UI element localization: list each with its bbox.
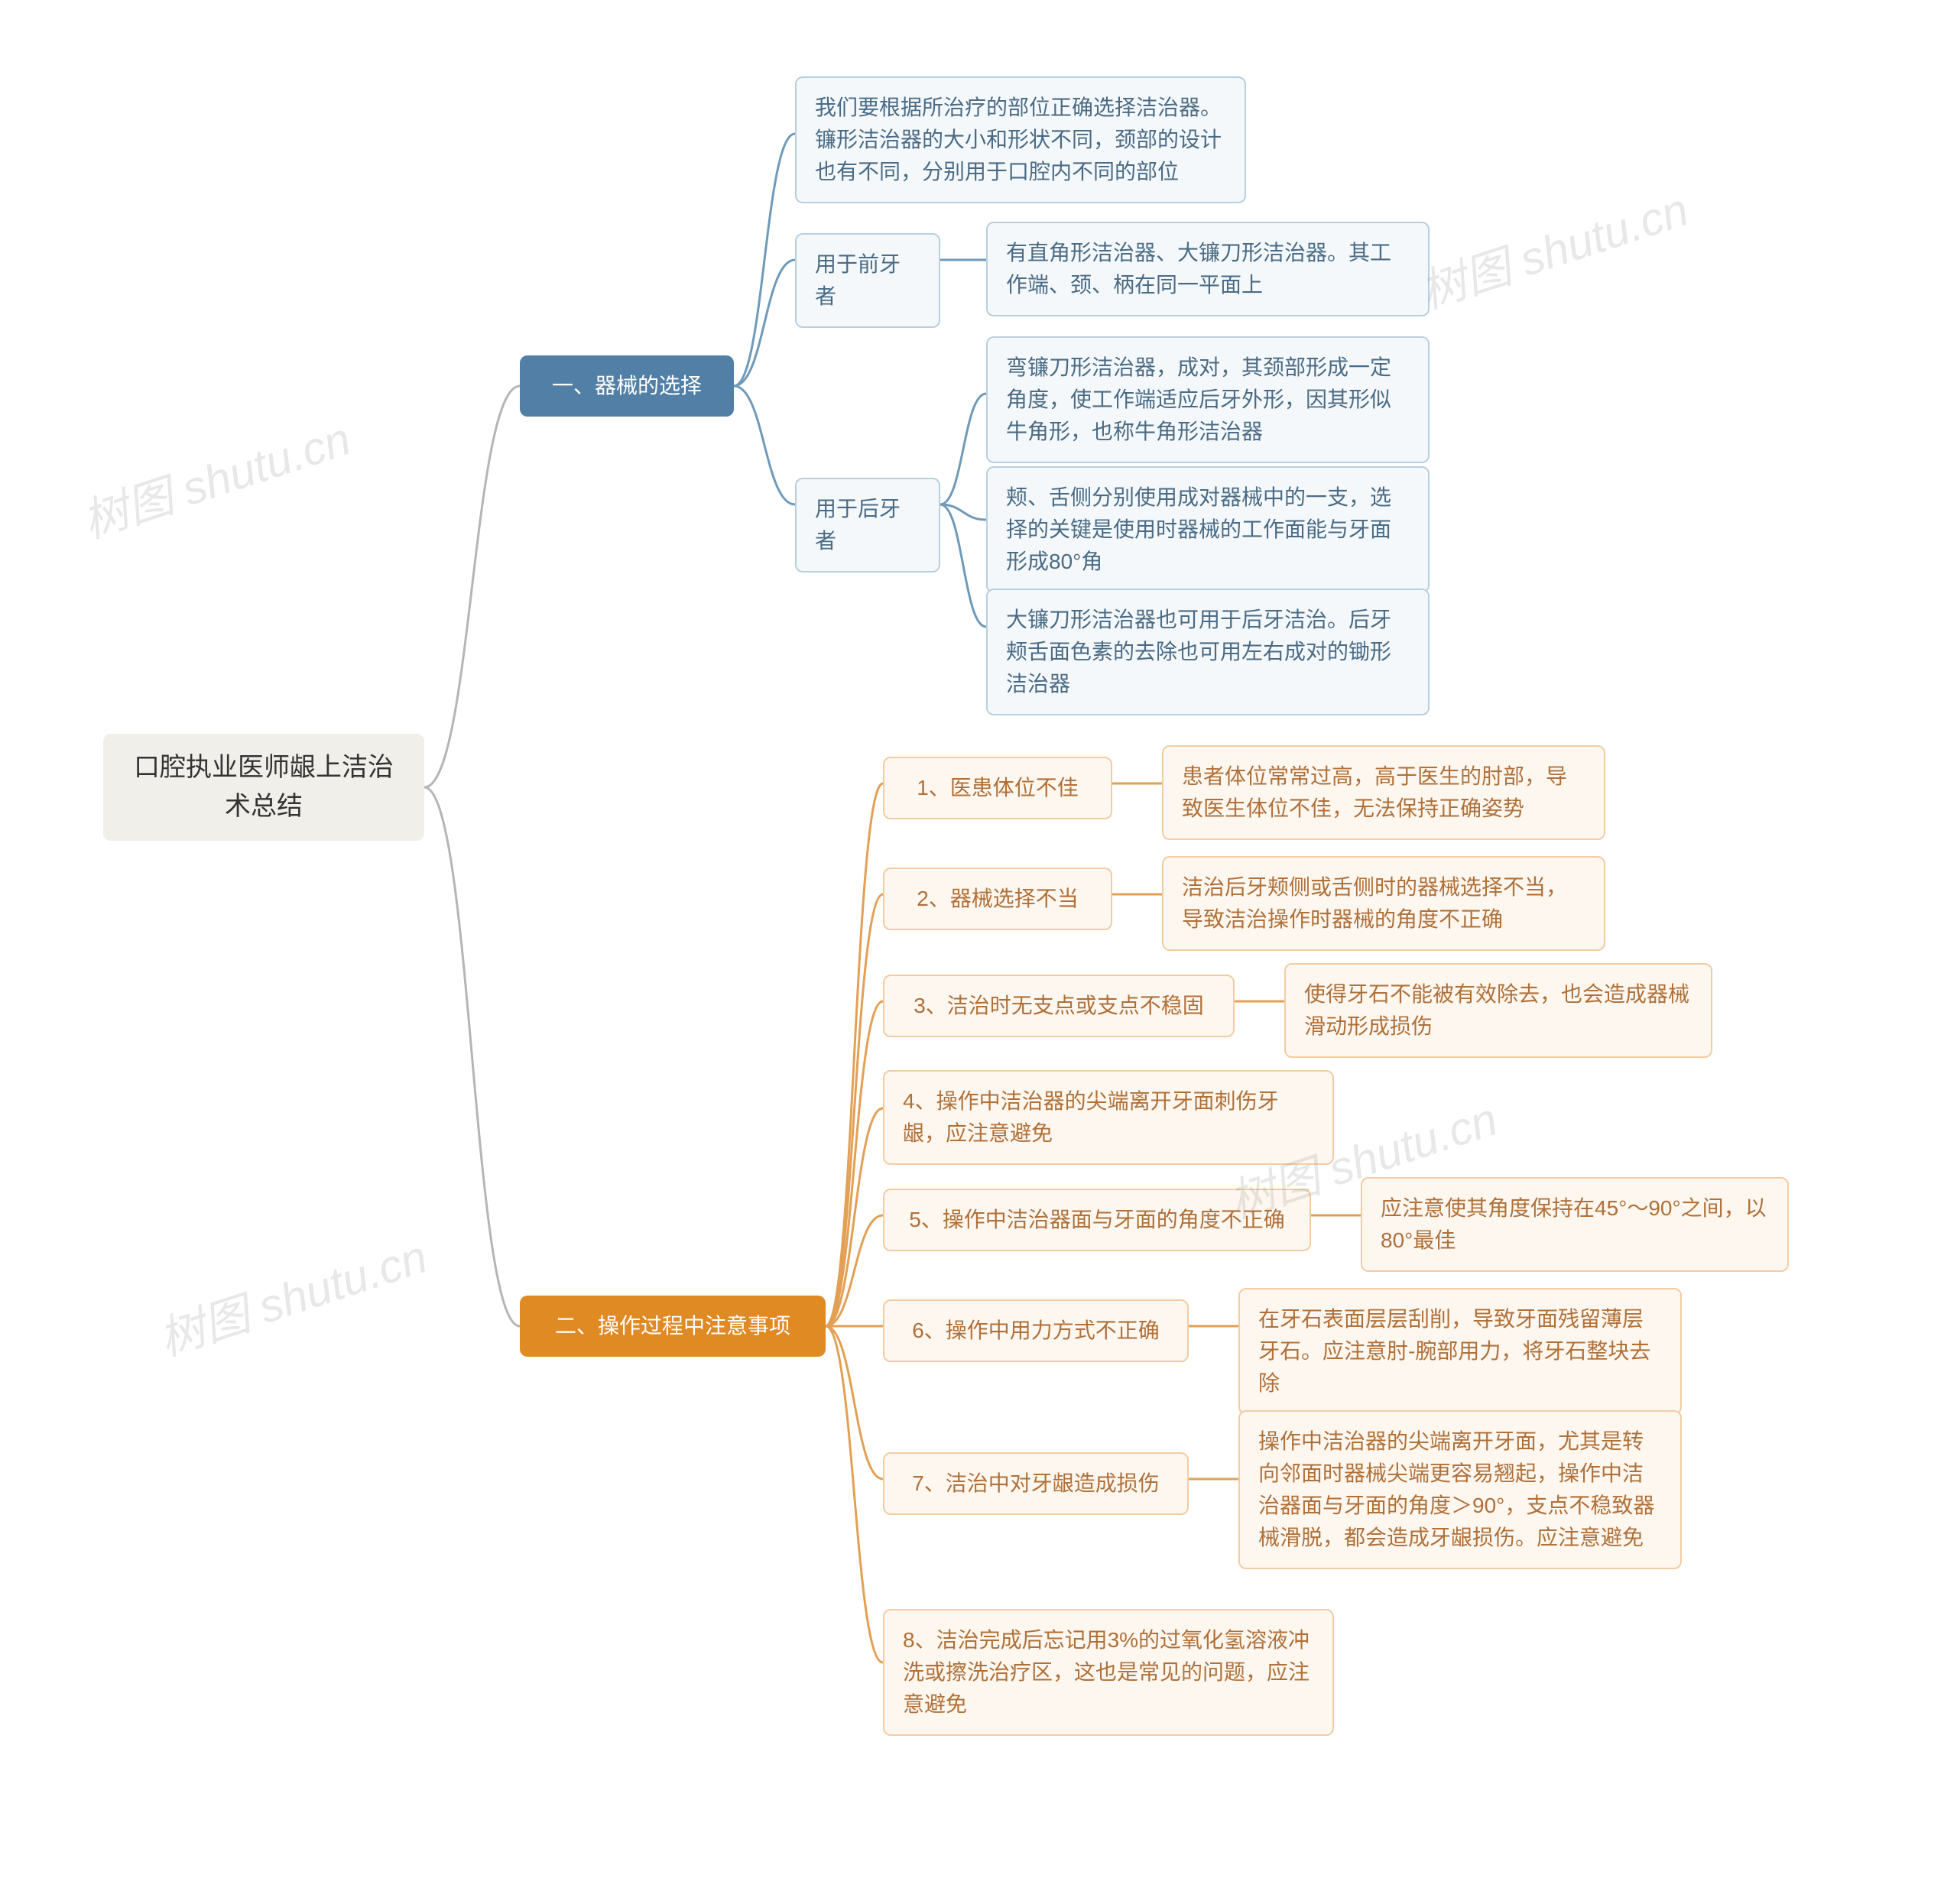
node-text-s1: 一、器械的选择 bbox=[552, 370, 702, 402]
node-root: 口腔执业医师龈上洁治术总结 bbox=[103, 734, 424, 841]
node-s2n4: 4、操作中洁治器的尖端离开牙面刺伤牙龈，应注意避免 bbox=[883, 1070, 1334, 1165]
node-s1n3b: 颊、舌侧分别使用成对器械中的一支，选择的关键是使用时器械的工作面能与牙面形成80… bbox=[986, 466, 1430, 593]
node-text-s1n3: 用于后牙者 bbox=[815, 493, 920, 557]
node-text-s1n2: 用于前牙者 bbox=[815, 248, 920, 313]
edge-s1n3-s1n3c bbox=[940, 504, 986, 627]
node-s2n5: 5、操作中洁治器面与牙面的角度不正确 bbox=[883, 1189, 1311, 1251]
edge-s2-s2n2 bbox=[826, 894, 883, 1326]
edge-s1-s1n1 bbox=[734, 134, 795, 386]
node-text-s1n1: 我们要根据所治疗的部位正确选择洁治器。镰形洁治器的大小和形状不同，颈部的设计也有… bbox=[815, 92, 1226, 188]
node-text-s2n5: 5、操作中洁治器面与牙面的角度不正确 bbox=[909, 1204, 1285, 1236]
node-s1n2a: 有直角形洁治器、大镰刀形洁治器。其工作端、颈、柄在同一平面上 bbox=[986, 222, 1430, 316]
node-s1n3: 用于后牙者 bbox=[795, 478, 940, 572]
node-text-s2n2: 2、器械选择不当 bbox=[917, 883, 1079, 915]
node-text-s2n5a: 应注意使其角度保持在45°～90°之间，以80°最佳 bbox=[1381, 1192, 1769, 1257]
node-s2n3a: 使得牙石不能被有效除去，也会造成器械滑动形成损伤 bbox=[1284, 963, 1712, 1058]
node-s2n1: 1、医患体位不佳 bbox=[883, 757, 1112, 819]
edge-root-s1 bbox=[424, 386, 520, 787]
node-text-s2n8: 8、洁治完成后忘记用3%的过氧化氢溶液冲洗或擦洗治疗区，这也是常见的问题，应注意… bbox=[903, 1624, 1314, 1721]
node-s1n1: 我们要根据所治疗的部位正确选择洁治器。镰形洁治器的大小和形状不同，颈部的设计也有… bbox=[795, 76, 1246, 203]
node-text-s2n7: 7、洁治中对牙龈造成损伤 bbox=[912, 1468, 1160, 1500]
node-s2n7a: 操作中洁治器的尖端离开牙面，尤其是转向邻面时器械尖端更容易翘起，操作中洁治器面与… bbox=[1238, 1410, 1682, 1569]
node-s1n3c: 大镰刀形洁治器也可用于后牙洁治。后牙颊舌面色素的去除也可用左右成对的锄形洁治器 bbox=[986, 589, 1430, 715]
node-s2n6: 6、操作中用力方式不正确 bbox=[883, 1299, 1189, 1362]
node-s2n2: 2、器械选择不当 bbox=[883, 868, 1112, 930]
node-text-s2n4: 4、操作中洁治器的尖端离开牙面刺伤牙龈，应注意避免 bbox=[903, 1085, 1314, 1150]
edge-s1n3-s1n3a bbox=[940, 394, 986, 504]
node-text-s2n1: 1、医患体位不佳 bbox=[917, 772, 1079, 804]
node-s2n6a: 在牙石表面层层刮削，导致牙面残留薄层牙石。应注意肘-腕部用力，将牙石整块去除 bbox=[1238, 1288, 1682, 1415]
node-s2: 二、操作过程中注意事项 bbox=[520, 1296, 826, 1357]
edge-s2-s2n8 bbox=[826, 1326, 883, 1662]
node-text-s1n3b: 颊、舌侧分别使用成对器械中的一支，选择的关键是使用时器械的工作面能与牙面形成80… bbox=[1006, 482, 1410, 578]
node-text-s1n3c: 大镰刀形洁治器也可用于后牙洁治。后牙颊舌面色素的去除也可用左右成对的锄形洁治器 bbox=[1006, 604, 1410, 700]
edge-s2-s2n1 bbox=[826, 783, 883, 1326]
node-text-s2n3a: 使得牙石不能被有效除去，也会造成器械滑动形成损伤 bbox=[1304, 978, 1692, 1043]
node-s2n2a: 洁治后牙颊侧或舌侧时的器械选择不当，导致洁治操作时器械的角度不正确 bbox=[1162, 856, 1605, 951]
node-s1: 一、器械的选择 bbox=[520, 355, 734, 417]
node-text-s2n6a: 在牙石表面层层刮削，导致牙面残留薄层牙石。应注意肘-腕部用力，将牙石整块去除 bbox=[1258, 1303, 1662, 1400]
node-s2n3: 3、洁治时无支点或支点不稳固 bbox=[883, 975, 1235, 1037]
node-s2n7: 7、洁治中对牙龈造成损伤 bbox=[883, 1452, 1189, 1515]
node-text-s2n2a: 洁治后牙颊侧或舌侧时的器械选择不当，导致洁治操作时器械的角度不正确 bbox=[1182, 871, 1585, 936]
node-text-s2n6: 6、操作中用力方式不正确 bbox=[912, 1315, 1160, 1347]
node-text-s2: 二、操作过程中注意事项 bbox=[555, 1310, 790, 1342]
node-text-s1n2a: 有直角形洁治器、大镰刀形洁治器。其工作端、颈、柄在同一平面上 bbox=[1006, 237, 1410, 301]
node-s2n5a: 应注意使其角度保持在45°～90°之间，以80°最佳 bbox=[1361, 1177, 1789, 1272]
node-text-s2n7a: 操作中洁治器的尖端离开牙面，尤其是转向邻面时器械尖端更容易翘起，操作中洁治器面与… bbox=[1258, 1426, 1662, 1554]
node-text-s2n3: 3、洁治时无支点或支点不稳固 bbox=[914, 990, 1204, 1022]
node-s1n3a: 弯镰刀形洁治器，成对，其颈部形成一定角度，使工作端适应后牙外形，因其形似牛角形，… bbox=[986, 336, 1430, 463]
edge-root-s2 bbox=[424, 787, 520, 1326]
node-text-s2n1a: 患者体位常常过高，高于医生的肘部，导致医生体位不佳，无法保持正确姿势 bbox=[1182, 761, 1585, 825]
edge-s2-s2n4 bbox=[826, 1108, 883, 1326]
node-text-root: 口腔执业医师龈上洁治术总结 bbox=[122, 748, 406, 826]
edge-s2-s2n7 bbox=[826, 1326, 883, 1479]
node-s1n2: 用于前牙者 bbox=[795, 233, 940, 328]
edge-s1-s1n2 bbox=[734, 260, 795, 386]
edge-s1n3-s1n3b bbox=[940, 504, 986, 520]
node-s2n1a: 患者体位常常过高，高于医生的肘部，导致医生体位不佳，无法保持正确姿势 bbox=[1162, 745, 1605, 840]
edge-s1-s1n3 bbox=[734, 386, 795, 504]
node-text-s1n3a: 弯镰刀形洁治器，成对，其颈部形成一定角度，使工作端适应后牙外形，因其形似牛角形，… bbox=[1006, 352, 1410, 448]
node-s2n8: 8、洁治完成后忘记用3%的过氧化氢溶液冲洗或擦洗治疗区，这也是常见的问题，应注意… bbox=[883, 1609, 1334, 1736]
